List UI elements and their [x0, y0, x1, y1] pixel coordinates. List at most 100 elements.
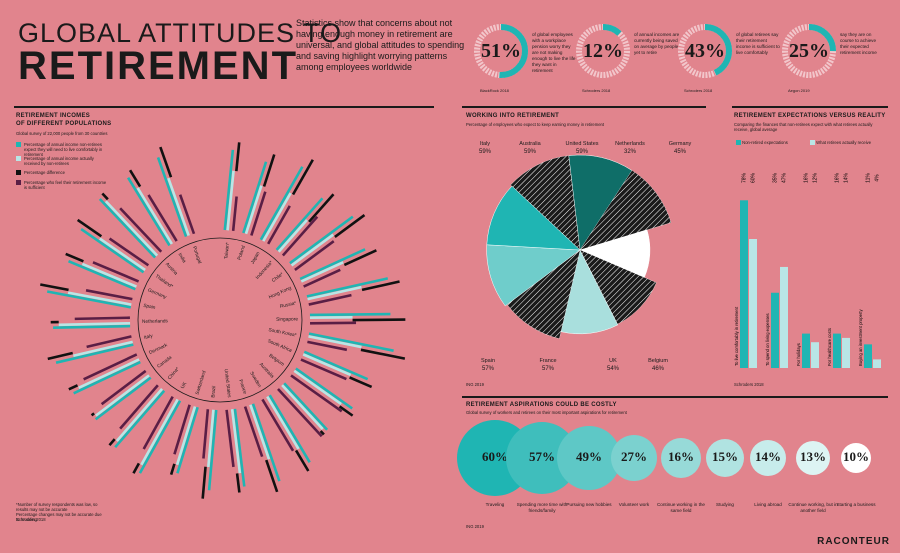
radial-bar [176, 406, 199, 474]
radial-bar [334, 214, 366, 238]
radial-bar [225, 409, 235, 468]
bar-expect [771, 292, 779, 368]
aspiration-pct: 60% [482, 449, 508, 464]
legend-label: What retirees actually receive [816, 140, 872, 145]
stat-desc: of global retirees say their retirement … [736, 32, 780, 55]
radial-bar [114, 389, 166, 449]
pie-label: Italy 59% [455, 140, 515, 156]
radial-bar [262, 192, 292, 242]
radial-bar [343, 249, 377, 267]
aspiration-circle [557, 426, 621, 490]
pie-slice [486, 244, 581, 307]
radial-bar [223, 149, 235, 231]
radial-bar [226, 170, 235, 231]
radial-bar [47, 351, 73, 361]
radial-bar [159, 146, 173, 178]
pie-slice [486, 185, 581, 251]
radial-bar [361, 280, 400, 292]
radial-bar [349, 376, 373, 389]
radial-bar [283, 382, 329, 431]
radial-bar [156, 156, 188, 237]
aspiration-pct: 16% [668, 449, 694, 464]
country-label: Sweden [248, 371, 262, 389]
working-source: ING 2019 [466, 382, 484, 387]
incomes-footnote: *Number of survey respondents was low, s… [16, 502, 102, 522]
legend-label: Percentage of annual income actually rec… [24, 156, 94, 166]
aspiration-label: Spending more time with friends/family [516, 502, 568, 513]
title-line2: RETIREMENT [18, 44, 298, 88]
pie-slice-hatch [580, 250, 657, 325]
radial-bar [243, 406, 264, 458]
bar-value: 12% [812, 172, 818, 183]
pie-label: France 57% [518, 357, 578, 373]
divider [732, 106, 888, 108]
radial-bar [289, 215, 354, 265]
aspiration-label: Traveling [485, 502, 505, 507]
radial-bar [261, 398, 295, 452]
title-line1: GLOBAL ATTITUDES TO [18, 18, 343, 48]
radial-bar [319, 430, 325, 436]
radial-bar [235, 473, 241, 493]
bar-category-label: For healthcare costs [827, 328, 832, 366]
bar-category-label: To spend on living expenses [765, 313, 770, 366]
pie-label: Belgium 46% [628, 357, 688, 373]
radial-bar [140, 398, 179, 466]
legend-label: Percentage who feel their retirement inc… [24, 180, 107, 190]
radial-bar [300, 358, 347, 381]
country-label: United States [223, 369, 232, 399]
pie-slice-hatch [510, 155, 580, 250]
stat-ring [576, 24, 630, 78]
legend-expect-row: Non-retired expectations [736, 140, 788, 146]
radial-bar [175, 406, 197, 466]
bar-receive [780, 266, 788, 368]
aspiration-pct: 27% [621, 449, 647, 464]
country-label: Taiwan* [223, 242, 231, 259]
radial-bar [300, 261, 344, 283]
radial-bar [80, 228, 145, 274]
radial-bar [95, 374, 150, 417]
stat-source: Aegon 2019 [788, 88, 810, 93]
pie-label: UK 54% [583, 357, 643, 373]
radial-bar [308, 335, 362, 349]
radial-bar [40, 283, 69, 292]
aspirations-heading: RETIREMENT ASPIRATIONS COULD BE COSTLY [466, 402, 617, 408]
pie-label-pct: 57% [541, 366, 554, 372]
radial-bar [307, 285, 362, 301]
legend-swatch [810, 140, 815, 146]
radial-bar [250, 191, 267, 236]
country-label: Austria [164, 261, 179, 276]
radial-bar [309, 315, 353, 320]
radial-bar [108, 237, 150, 267]
pie-label-country: United States [565, 141, 599, 147]
aspiration-label: Continue working in the same field [656, 502, 705, 513]
radial-bar [81, 262, 137, 288]
country-label: Italy [143, 333, 154, 341]
radial-bar [99, 237, 146, 272]
radial-bar [173, 404, 191, 455]
aspiration-circle [611, 435, 657, 481]
stat-pct: 12% [583, 40, 623, 62]
stat-desc: of global employees with a workplace pen… [532, 32, 576, 73]
aspiration-label: Pursuing new hobbies [566, 502, 612, 507]
incomes-subtitle: Global survey of 22,000 people from 30 c… [16, 131, 108, 136]
working-subtitle: Percentage of employees who expect to ke… [466, 122, 605, 127]
bar-expect [833, 333, 841, 368]
pie-label-pct: 59% [523, 149, 536, 155]
radial-bar [231, 196, 238, 231]
country-label: Switzerland [195, 370, 208, 396]
radial-bar [295, 367, 353, 410]
radial-bar [299, 248, 366, 281]
radial-bar [266, 395, 300, 450]
incomes-source: Schroders 2018 [16, 517, 46, 522]
radial-bar [293, 369, 342, 406]
radial-bar [249, 404, 271, 460]
pie-label-country: Italy [479, 141, 491, 147]
pie-label-country: Germany [668, 141, 692, 147]
radial-bar [360, 348, 406, 360]
bar-category-label: For holidays [796, 343, 801, 366]
bar-value: 16% [834, 172, 840, 183]
aspiration-circle [750, 440, 786, 476]
legend-swatch [16, 156, 21, 161]
aspiration-circle [661, 438, 701, 478]
divider [462, 396, 888, 398]
